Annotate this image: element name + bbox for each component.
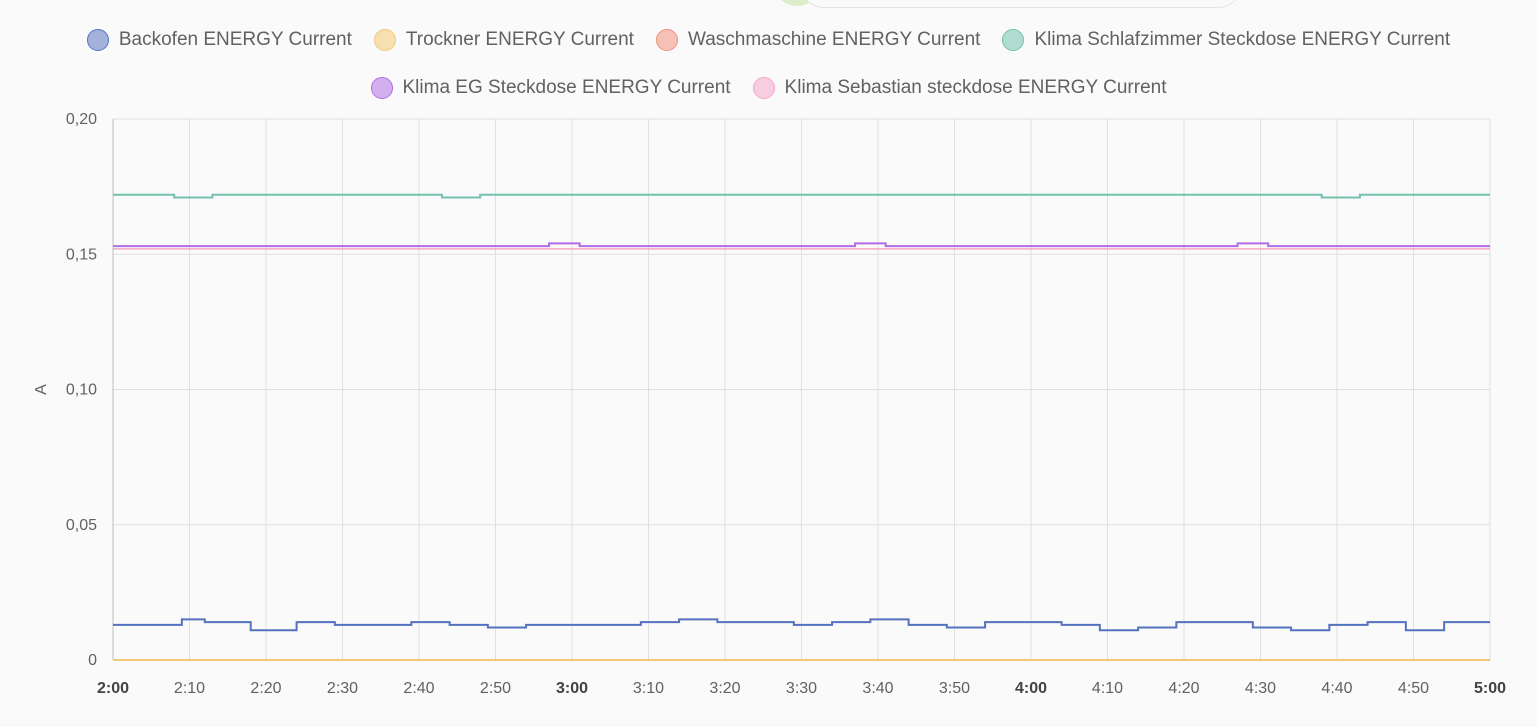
y-tick-label: 0,15 bbox=[66, 246, 97, 263]
legend-label: Trockner ENERGY Current bbox=[405, 29, 634, 50]
legend-label: Klima Sebastian steckdose ENERGY Current bbox=[784, 77, 1167, 98]
legend-label: Klima EG Steckdose ENERGY Current bbox=[402, 77, 731, 98]
legend-swatch bbox=[655, 29, 678, 51]
legend-item-klima-sebastian[interactable]: Klima Sebastian steckdose ENERGY Current bbox=[752, 76, 1167, 100]
x-tick-label: 2:40 bbox=[403, 680, 434, 697]
series-line-0 bbox=[113, 618, 1490, 632]
legend-swatch bbox=[1002, 29, 1025, 51]
legend-item-waschmaschine[interactable]: Waschmaschine ENERGY Current bbox=[655, 28, 981, 52]
x-tick-label: 2:00 bbox=[97, 680, 129, 697]
legend-item-trockner[interactable]: Trockner ENERGY Current bbox=[373, 28, 634, 52]
y-tick-label: 0 bbox=[88, 652, 97, 669]
x-tick-label: 2:50 bbox=[480, 680, 511, 697]
x-tick-label: 4:20 bbox=[1168, 680, 1199, 697]
x-tick-label: 5:00 bbox=[1474, 680, 1506, 697]
x-tick-label: 4:10 bbox=[1092, 680, 1123, 697]
x-tick-label: 3:10 bbox=[633, 680, 664, 697]
x-tick-label: 4:50 bbox=[1398, 680, 1429, 697]
y-tick-label: 0,20 bbox=[66, 111, 97, 128]
series-line-3 bbox=[113, 193, 1490, 199]
x-tick-label: 2:30 bbox=[327, 680, 358, 697]
header-avatar-dot bbox=[776, 0, 818, 6]
x-tick-label: 3:30 bbox=[786, 680, 817, 697]
legend-label: Klima Schlafzimmer Steckdose ENERGY Curr… bbox=[1034, 29, 1451, 50]
x-tick-label: 3:50 bbox=[939, 680, 970, 697]
legend-item-klima-eg[interactable]: Klima EG Steckdose ENERGY Current bbox=[370, 76, 731, 100]
x-tick-label: 4:30 bbox=[1245, 680, 1276, 697]
x-tick-label: 4:40 bbox=[1321, 680, 1352, 697]
x-tick-label: 2:10 bbox=[174, 680, 205, 697]
x-tick-label: 3:20 bbox=[709, 680, 740, 697]
y-tick-label: 0,05 bbox=[66, 517, 97, 534]
legend-label: Backofen ENERGY Current bbox=[118, 29, 352, 50]
legend-label: Waschmaschine ENERGY Current bbox=[687, 29, 981, 50]
y-axis-label: A bbox=[33, 384, 50, 395]
x-tick-label: 4:00 bbox=[1015, 680, 1047, 697]
series-line-4 bbox=[113, 242, 1490, 248]
x-tick-label: 3:00 bbox=[556, 680, 588, 697]
x-tick-label: 2:20 bbox=[250, 680, 281, 697]
legend-swatch bbox=[752, 77, 775, 99]
legend-item-klima-schlafzimmer[interactable]: Klima Schlafzimmer Steckdose ENERGY Curr… bbox=[1002, 28, 1450, 52]
legend-swatch bbox=[370, 77, 393, 99]
legend-item-backofen[interactable]: Backofen ENERGY Current bbox=[86, 28, 352, 52]
chart-legend: Backofen ENERGY Current Trockner ENERGY … bbox=[0, 28, 1537, 100]
legend-swatch bbox=[373, 29, 396, 51]
y-tick-label: 0,10 bbox=[66, 382, 97, 399]
x-tick-label: 3:40 bbox=[862, 680, 893, 697]
legend-swatch bbox=[86, 29, 109, 51]
